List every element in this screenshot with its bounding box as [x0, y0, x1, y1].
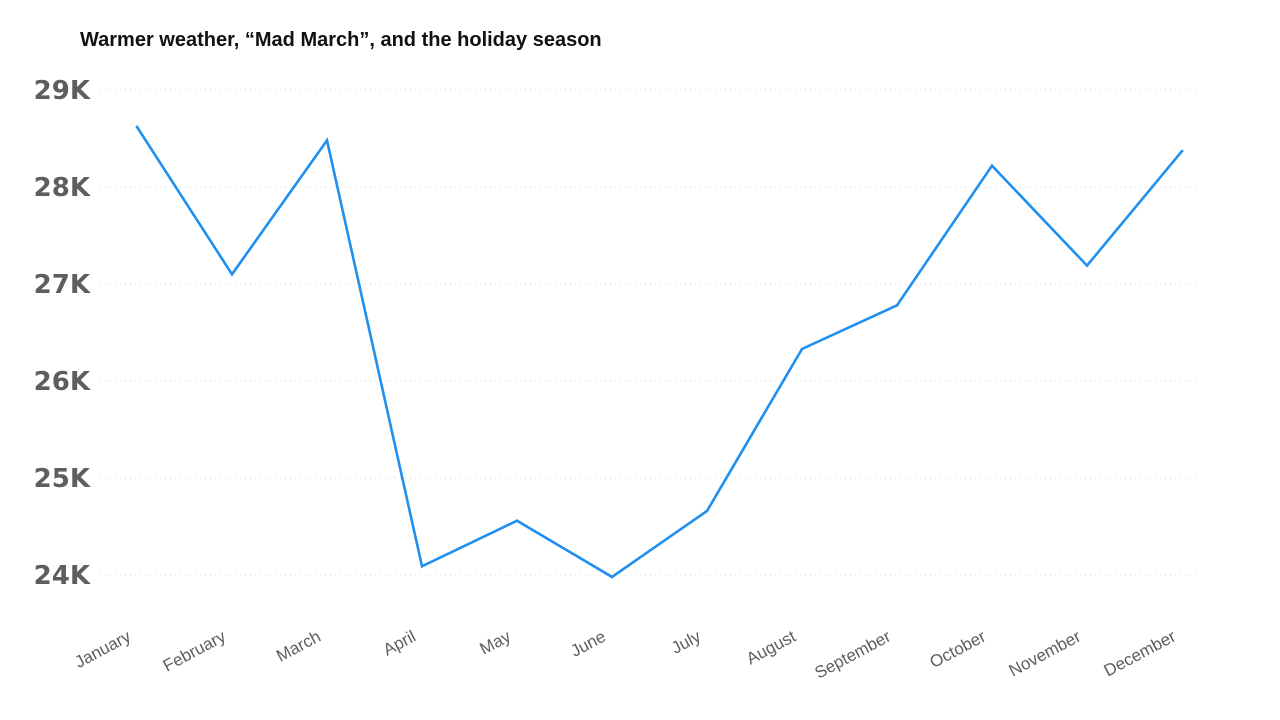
data-point: [705, 509, 709, 513]
x-tick-label: February: [160, 627, 229, 676]
data-point: [230, 273, 234, 276]
x-tick-label: October: [927, 627, 990, 672]
x-tick-label: January: [72, 627, 135, 672]
data-point: [610, 575, 614, 579]
data-point: [800, 347, 804, 351]
y-tick-label: 25K: [34, 464, 91, 494]
x-tick-label: September: [812, 627, 895, 683]
y-tick-label: 29K: [34, 76, 91, 106]
y-tick-label: 27K: [34, 270, 91, 300]
x-tick-label: June: [567, 627, 608, 661]
series-line: [135, 125, 1184, 579]
data-point: [420, 564, 424, 568]
x-tick-label: April: [380, 627, 419, 660]
data-point: [515, 519, 519, 522]
data-point: [1180, 149, 1184, 153]
data-point: [990, 164, 994, 167]
y-axis: 24K 25K 26K 27K 28K 29K: [34, 76, 91, 591]
y-tick-label: 24K: [34, 561, 91, 591]
data-point: [1085, 264, 1089, 267]
x-tick-label: December: [1101, 627, 1179, 681]
x-tick-label: May: [477, 627, 515, 659]
x-tick-label: March: [273, 627, 324, 666]
chart-title: Warmer weather, “Mad March”, and the hol…: [80, 29, 602, 51]
data-point: [895, 304, 899, 307]
x-tick-label: August: [743, 627, 799, 669]
data-point: [135, 125, 139, 129]
y-tick-label: 28K: [34, 173, 91, 203]
gridlines: [100, 89, 1200, 576]
y-tick-label: 26K: [34, 367, 91, 397]
series-group: [135, 125, 1184, 579]
x-axis: January February March April May June July Augu…: [72, 627, 1180, 683]
x-tick-label: July: [668, 627, 704, 658]
x-tick-label: November: [1006, 627, 1084, 681]
data-point: [325, 139, 329, 142]
